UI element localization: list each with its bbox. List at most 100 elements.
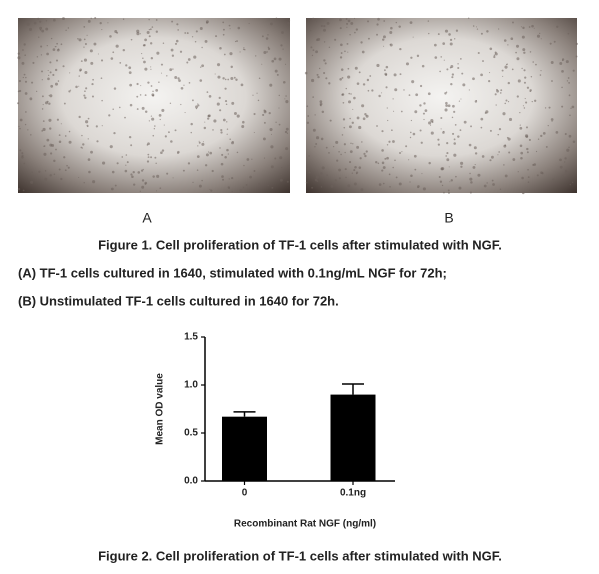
cell [434,56,438,59]
cell [62,17,65,20]
cell [439,180,443,183]
cell [87,158,91,161]
cell [352,143,354,145]
cell [348,160,352,164]
cell [221,175,224,178]
cell [320,186,323,188]
cell [387,119,389,122]
cell [271,59,275,63]
cell [445,104,448,107]
cell [275,17,278,20]
y-tick-label: 0.0 [184,476,198,487]
cell [220,128,223,132]
cell [285,95,287,97]
cell [87,125,89,128]
cell [87,117,90,120]
cell [147,153,150,156]
cell [476,26,478,28]
cell [285,127,289,131]
cell [199,79,203,82]
cell [246,158,250,161]
cell [75,85,78,89]
cell [282,48,284,50]
cell [325,77,328,80]
cell [504,65,508,69]
cell [91,95,95,98]
cell [199,27,203,30]
cell [92,78,94,81]
cell [392,166,394,169]
cell [219,147,221,149]
cell [54,82,59,86]
cell [278,123,281,126]
cell [385,73,388,76]
cell [349,150,353,154]
cell [201,46,203,49]
cell [306,121,310,124]
cell [344,50,346,53]
cell [172,68,174,70]
cell [177,77,180,80]
cell [19,127,21,130]
cell [564,133,567,136]
cell [521,176,524,180]
cell [310,30,312,32]
cell [377,162,380,165]
cell [204,121,206,123]
cell [306,105,309,108]
cell [19,118,23,122]
cell [147,81,150,84]
cell [148,120,150,122]
cell [304,71,308,75]
cell [314,146,316,148]
cell [40,54,43,56]
cell [416,54,420,58]
cell [517,171,519,173]
cell [437,138,440,141]
cell [56,42,58,45]
cell [158,113,162,117]
cell [472,165,476,169]
cell [83,58,88,62]
cell [356,82,360,85]
cell [325,146,328,149]
cell [523,81,526,84]
cell [24,123,27,126]
cell [147,142,150,146]
cell [168,131,170,134]
cell [17,102,20,105]
cell [409,21,413,25]
cell [361,104,365,108]
cell [575,42,578,45]
cell [568,94,571,97]
cell [256,92,258,94]
cell [454,38,456,40]
cell [166,75,168,77]
cell [384,157,387,160]
cell [222,77,225,80]
cell [78,177,80,179]
cell [286,180,289,183]
cell [52,73,55,76]
cell [130,38,133,41]
cell [196,169,199,171]
cell [204,164,208,167]
cell [323,59,326,62]
cell [450,82,453,86]
cell [414,110,418,114]
cell [156,190,158,192]
cell [477,173,481,177]
cell [533,163,537,166]
cell [43,145,46,147]
cell [440,56,443,58]
cell [209,151,213,155]
cell [437,143,440,146]
cell [46,45,48,47]
cell [395,176,398,179]
cell [38,36,40,38]
cell [381,130,384,133]
cell [49,127,52,130]
cell [228,24,231,27]
cell [81,134,83,137]
